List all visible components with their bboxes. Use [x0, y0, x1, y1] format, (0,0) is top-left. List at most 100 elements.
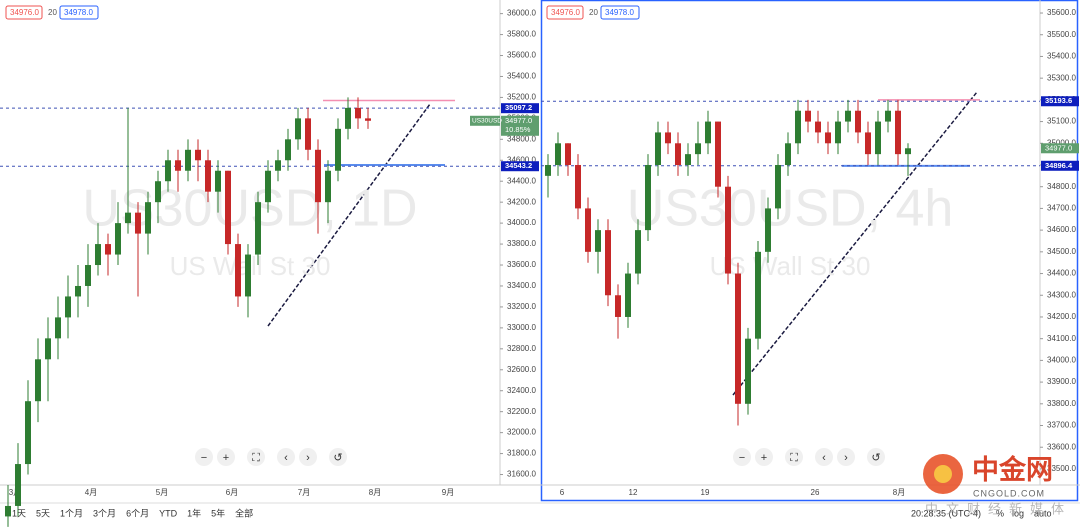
candle-body	[175, 160, 181, 171]
last-price-label: 34977.0	[1045, 143, 1072, 152]
range-button[interactable]: 1天	[12, 508, 26, 518]
candle-body	[285, 139, 291, 161]
candle-body	[715, 121, 721, 187]
candle-body	[805, 110, 811, 122]
candle-body	[25, 401, 31, 465]
nav-icon: ›	[306, 452, 310, 464]
log-toggle[interactable]: log	[1012, 508, 1024, 518]
candle-body	[825, 132, 831, 144]
candle-body	[305, 118, 311, 150]
y-tick-label: 33200.0	[507, 302, 536, 311]
nav-icon: −	[739, 452, 745, 464]
range-button[interactable]: 1年	[187, 507, 201, 518]
logo-icon-inner	[934, 465, 952, 483]
trend-line	[732, 91, 978, 396]
y-tick-label: 33000.0	[507, 323, 536, 332]
percent-toggle[interactable]: %	[996, 508, 1004, 518]
logo-slogan: 中文财经新媒体	[925, 501, 1072, 516]
candle-body	[855, 110, 861, 133]
spread-label: 20	[589, 8, 598, 17]
range-button[interactable]: 6个月	[126, 508, 149, 518]
nav-button[interactable]	[217, 448, 235, 466]
candle-body	[885, 110, 891, 122]
range-button[interactable]: 全部	[235, 507, 253, 518]
x-tick-label: 4月	[85, 488, 97, 497]
candle-body	[295, 118, 301, 140]
y-tick-label: 34600.0	[507, 155, 536, 164]
nav-button[interactable]	[299, 448, 317, 466]
nav-icon: ‹	[822, 452, 826, 464]
nav-button[interactable]	[733, 448, 751, 466]
y-tick-label: 34700.0	[1047, 204, 1076, 213]
candle-body	[615, 295, 621, 317]
x-tick-label: 6月	[226, 488, 238, 497]
symbol-box	[470, 115, 500, 126]
y-tick-label: 34600.0	[1047, 225, 1076, 234]
candle-body	[195, 149, 201, 161]
candle-body	[165, 160, 171, 182]
y-tick-label: 35200.0	[507, 93, 536, 102]
y-tick-label: 32600.0	[507, 365, 536, 374]
ask-box	[59, 5, 99, 20]
watermark-symbol: US30USD, 4h	[627, 180, 954, 238]
candle-body	[635, 230, 641, 274]
candle-body	[65, 296, 71, 318]
nav-button[interactable]	[867, 448, 885, 466]
candle-body	[745, 338, 751, 404]
candle-body	[35, 359, 41, 402]
candle-body	[545, 164, 551, 176]
candle-body	[765, 208, 771, 252]
candle-body	[795, 110, 801, 144]
logo-name: 中金网	[972, 454, 1053, 485]
x-tick-label: 8月	[893, 488, 905, 497]
candle-body	[205, 160, 211, 192]
nav-button[interactable]	[837, 448, 855, 466]
nav-button[interactable]	[785, 448, 803, 466]
y-tick-label: 33700.0	[1047, 421, 1076, 430]
nav-button[interactable]	[815, 448, 833, 466]
candle-body	[105, 244, 111, 255]
nav-button[interactable]	[277, 448, 295, 466]
candle-body	[345, 107, 351, 129]
range-button[interactable]: 5年	[211, 507, 225, 518]
y-tick-label: 35500.0	[1047, 30, 1076, 39]
auto-toggle[interactable]: auto	[1034, 508, 1052, 518]
y-tick-label: 34400.0	[507, 176, 536, 185]
range-button[interactable]: 3个月	[93, 508, 116, 518]
watermark-name: US Wall St 30	[710, 251, 871, 281]
nav-button[interactable]	[247, 448, 265, 466]
y-tick-label: 33600.0	[507, 260, 536, 269]
candle-body	[245, 254, 251, 297]
range-button[interactable]: 1个月	[60, 508, 83, 518]
candle-body	[75, 285, 81, 297]
candle-body	[735, 273, 741, 404]
y-tick-label: 35300.0	[1047, 73, 1076, 82]
x-tick-label: 9月	[442, 488, 454, 497]
nav-button[interactable]	[755, 448, 773, 466]
y-tick-label: 34800.0	[1047, 182, 1076, 191]
range-button[interactable]: YTD	[159, 508, 178, 518]
bid-box	[546, 5, 584, 20]
candle-body	[235, 244, 241, 297]
candle-body	[675, 143, 681, 165]
candle-body	[5, 505, 11, 517]
x-tick-label: 6	[560, 488, 565, 497]
range-button[interactable]: 5天	[36, 508, 50, 518]
y-tick-label: 34400.0	[1047, 269, 1076, 278]
last-price-box	[1041, 143, 1079, 154]
y-tick-label: 35100.0	[1047, 117, 1076, 126]
nav-button[interactable]	[195, 448, 213, 466]
candle-body	[125, 212, 131, 224]
nav-button[interactable]	[329, 448, 347, 466]
symbol-label: US30USD	[472, 117, 502, 124]
candle-body	[585, 208, 591, 252]
candle-body	[575, 164, 581, 209]
y-tick-label: 32200.0	[507, 407, 536, 416]
y-tick-label: 32400.0	[507, 386, 536, 395]
candle-body	[315, 149, 321, 203]
candle-body	[225, 170, 231, 245]
y-tick-label: 34200.0	[507, 197, 536, 206]
x-tick-label: 5月	[156, 488, 168, 497]
